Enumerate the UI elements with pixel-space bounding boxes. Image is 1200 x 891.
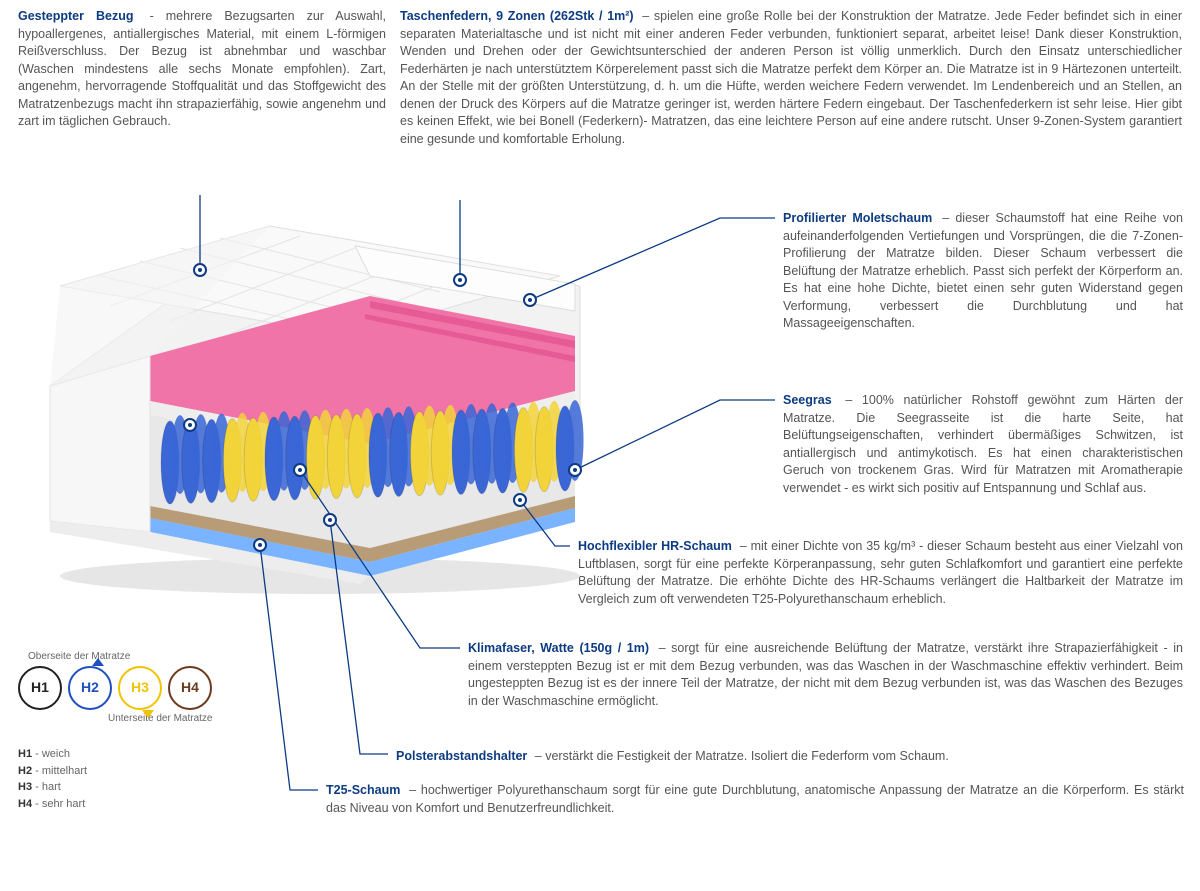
section-cover: Gesteppter Bezug - mehrere Bezugsarten z… <box>18 8 386 131</box>
section-seagrass: Seegras – 100% natürlicher Rohstoff gewö… <box>783 392 1183 497</box>
hardness-h2: H2 <box>68 666 112 710</box>
hardness-h4: H4 <box>168 666 212 710</box>
section-polster: Polsterabstandshalter – verstärkt die Fe… <box>396 748 1186 766</box>
t25-text: – hochwertiger Polyurethanschaum sorgt f… <box>326 783 1184 815</box>
mattress-svg <box>20 206 600 606</box>
hardness-row: H4 - sehr hart <box>18 796 278 813</box>
springs-title: Taschenfedern, 9 Zonen (262Stk / 1m²) <box>400 9 634 23</box>
hardness-circles: H1 H2 H3 H4 <box>18 666 278 710</box>
klima-title: Klimafaser, Watte (150g / 1m) <box>468 641 649 655</box>
springs-text: – spielen eine große Rolle bei der Konst… <box>400 9 1182 146</box>
legend-bottom-label: Unterseite der Matratze <box>108 712 278 726</box>
hardness-row: H2 - mittelhart <box>18 763 278 780</box>
section-springs: Taschenfedern, 9 Zonen (262Stk / 1m²) – … <box>400 8 1182 148</box>
molet-text: – dieser Schaumstoff hat eine Reihe von … <box>783 211 1183 330</box>
cover-text: - mehrere Bezugsarten zur Auswahl, hypoa… <box>18 9 386 128</box>
hardness-row: H1 - weich <box>18 746 278 763</box>
hardness-legend: Oberseite der Matratze H1 H2 H3 H4 Unter… <box>18 650 278 812</box>
seagrass-title: Seegras <box>783 393 832 407</box>
arrow-down-icon <box>142 710 154 718</box>
hr-title: Hochflexibler HR-Schaum <box>578 539 732 553</box>
section-klima: Klimafaser, Watte (150g / 1m) – sorgt fü… <box>468 640 1183 710</box>
hardness-row: H3 - hart <box>18 779 278 796</box>
section-molet: Profilierter Moletschaum – dieser Schaum… <box>783 210 1183 333</box>
hardness-h1: H1 <box>18 666 62 710</box>
molet-title: Profilierter Moletschaum <box>783 211 932 225</box>
arrow-up-icon <box>92 658 104 666</box>
hardness-h3: H3 <box>118 666 162 710</box>
cover-title: Gesteppter Bezug <box>18 9 134 23</box>
seagrass-text: – 100% natürlicher Rohstoff gewöhnt zum … <box>783 393 1183 495</box>
polster-text: – verstärkt die Festigkeit der Matratze.… <box>531 749 949 763</box>
t25-title: T25-Schaum <box>326 783 400 797</box>
legend-top-label: Oberseite der Matratze <box>28 650 278 664</box>
hardness-list: H1 - weich H2 - mittelhart H3 - hart H4 … <box>18 746 278 812</box>
section-t25: T25-Schaum – hochwertiger Polyurethansch… <box>326 782 1184 817</box>
polster-title: Polsterabstandshalter <box>396 749 527 763</box>
mattress-illustration <box>20 206 600 606</box>
section-hr: Hochflexibler HR-Schaum – mit einer Dich… <box>578 538 1183 608</box>
